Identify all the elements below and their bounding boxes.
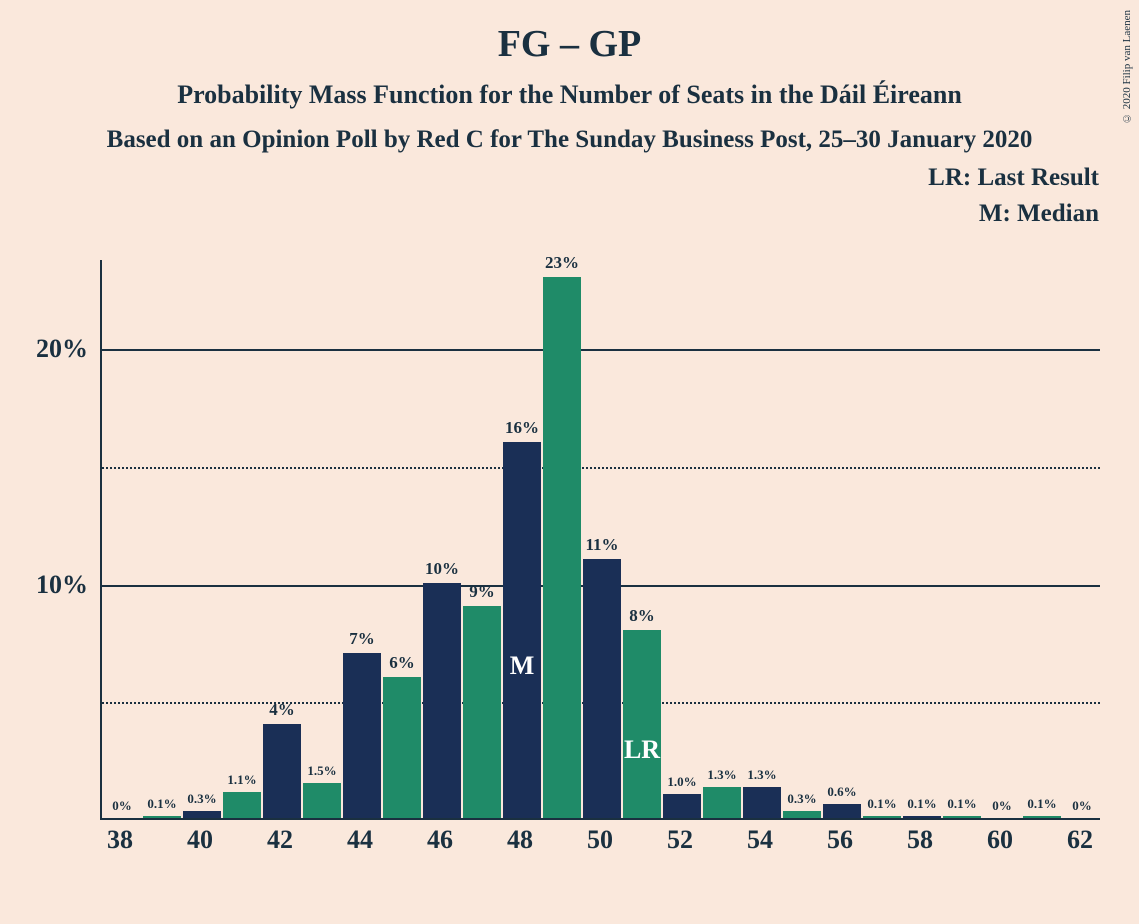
x-tick-label: 46	[427, 825, 453, 855]
bar	[383, 677, 421, 818]
bar-annotation: M	[510, 651, 535, 681]
bar	[703, 787, 741, 818]
chart-title: FG – GP	[0, 0, 1139, 66]
bar-value-label: 0.6%	[827, 784, 856, 800]
bar-value-label: 0%	[992, 798, 1012, 814]
gridline	[102, 349, 1100, 351]
y-tick-label: 20%	[36, 334, 88, 364]
x-tick-label: 56	[827, 825, 853, 855]
chart-subtitle-1: Probability Mass Function for the Number…	[0, 80, 1139, 110]
bar-value-label: 16%	[505, 418, 539, 438]
chart-area: 0%0.1%0.3%1.1%4%1.5%7%6%10%9%16%M23%11%8…	[100, 260, 1100, 850]
x-tick-label: 62	[1067, 825, 1093, 855]
x-tick-label: 48	[507, 825, 533, 855]
bar	[903, 816, 941, 818]
bar-value-label: 1.5%	[307, 763, 336, 779]
bar-value-label: 1.0%	[667, 774, 696, 790]
bar-annotation: LR	[624, 735, 660, 765]
bar-value-label: 8%	[629, 606, 655, 626]
x-tick-label: 44	[347, 825, 373, 855]
bar-value-label: 0%	[1072, 798, 1092, 814]
bar-value-label: 4%	[269, 700, 295, 720]
bar-value-label: 0.1%	[147, 796, 176, 812]
x-tick-label: 42	[267, 825, 293, 855]
bar	[263, 724, 301, 818]
x-tick-label: 38	[107, 825, 133, 855]
bar-value-label: 0.1%	[867, 796, 896, 812]
bar	[503, 442, 541, 818]
bar-value-label: 0.3%	[187, 791, 216, 807]
bar-value-label: 1.3%	[747, 767, 776, 783]
legend-m: M: Median	[0, 200, 1139, 228]
bar	[863, 816, 901, 818]
legend-lr: LR: Last Result	[0, 164, 1139, 192]
bar	[823, 804, 861, 818]
bar	[1023, 816, 1061, 818]
bar-value-label: 1.3%	[707, 767, 736, 783]
x-tick-label: 54	[747, 825, 773, 855]
bar	[223, 792, 261, 818]
x-tick-label: 58	[907, 825, 933, 855]
bar	[943, 816, 981, 818]
bar	[423, 583, 461, 818]
bar-value-label: 11%	[585, 535, 618, 555]
bar	[183, 811, 221, 818]
bar	[583, 559, 621, 818]
bar	[343, 653, 381, 818]
bar	[143, 816, 181, 818]
bar-value-label: 7%	[349, 629, 375, 649]
bar-value-label: 0.1%	[1027, 796, 1056, 812]
bar-value-label: 6%	[389, 653, 415, 673]
bar	[463, 606, 501, 818]
bar-value-label: 0.3%	[787, 791, 816, 807]
bar	[743, 787, 781, 818]
x-tick-label: 50	[587, 825, 613, 855]
bar-value-label: 23%	[545, 253, 579, 273]
bar	[303, 783, 341, 818]
plot-region: 0%0.1%0.3%1.1%4%1.5%7%6%10%9%16%M23%11%8…	[100, 260, 1100, 820]
x-tick-label: 52	[667, 825, 693, 855]
bar	[543, 277, 581, 818]
bar-value-label: 0.1%	[907, 796, 936, 812]
bar-value-label: 1.1%	[227, 772, 256, 788]
bar	[623, 630, 661, 818]
bar-value-label: 0.1%	[947, 796, 976, 812]
bar-value-label: 9%	[469, 582, 495, 602]
chart-subtitle-2: Based on an Opinion Poll by Red C for Th…	[0, 126, 1139, 154]
y-tick-label: 10%	[36, 570, 88, 600]
x-tick-label: 60	[987, 825, 1013, 855]
copyright-text: © 2020 Filip van Laenen	[1121, 10, 1133, 124]
bar	[783, 811, 821, 818]
bar-value-label: 0%	[112, 798, 132, 814]
bar-value-label: 10%	[425, 559, 459, 579]
x-tick-label: 40	[187, 825, 213, 855]
bar	[663, 794, 701, 818]
gridline	[102, 467, 1100, 469]
